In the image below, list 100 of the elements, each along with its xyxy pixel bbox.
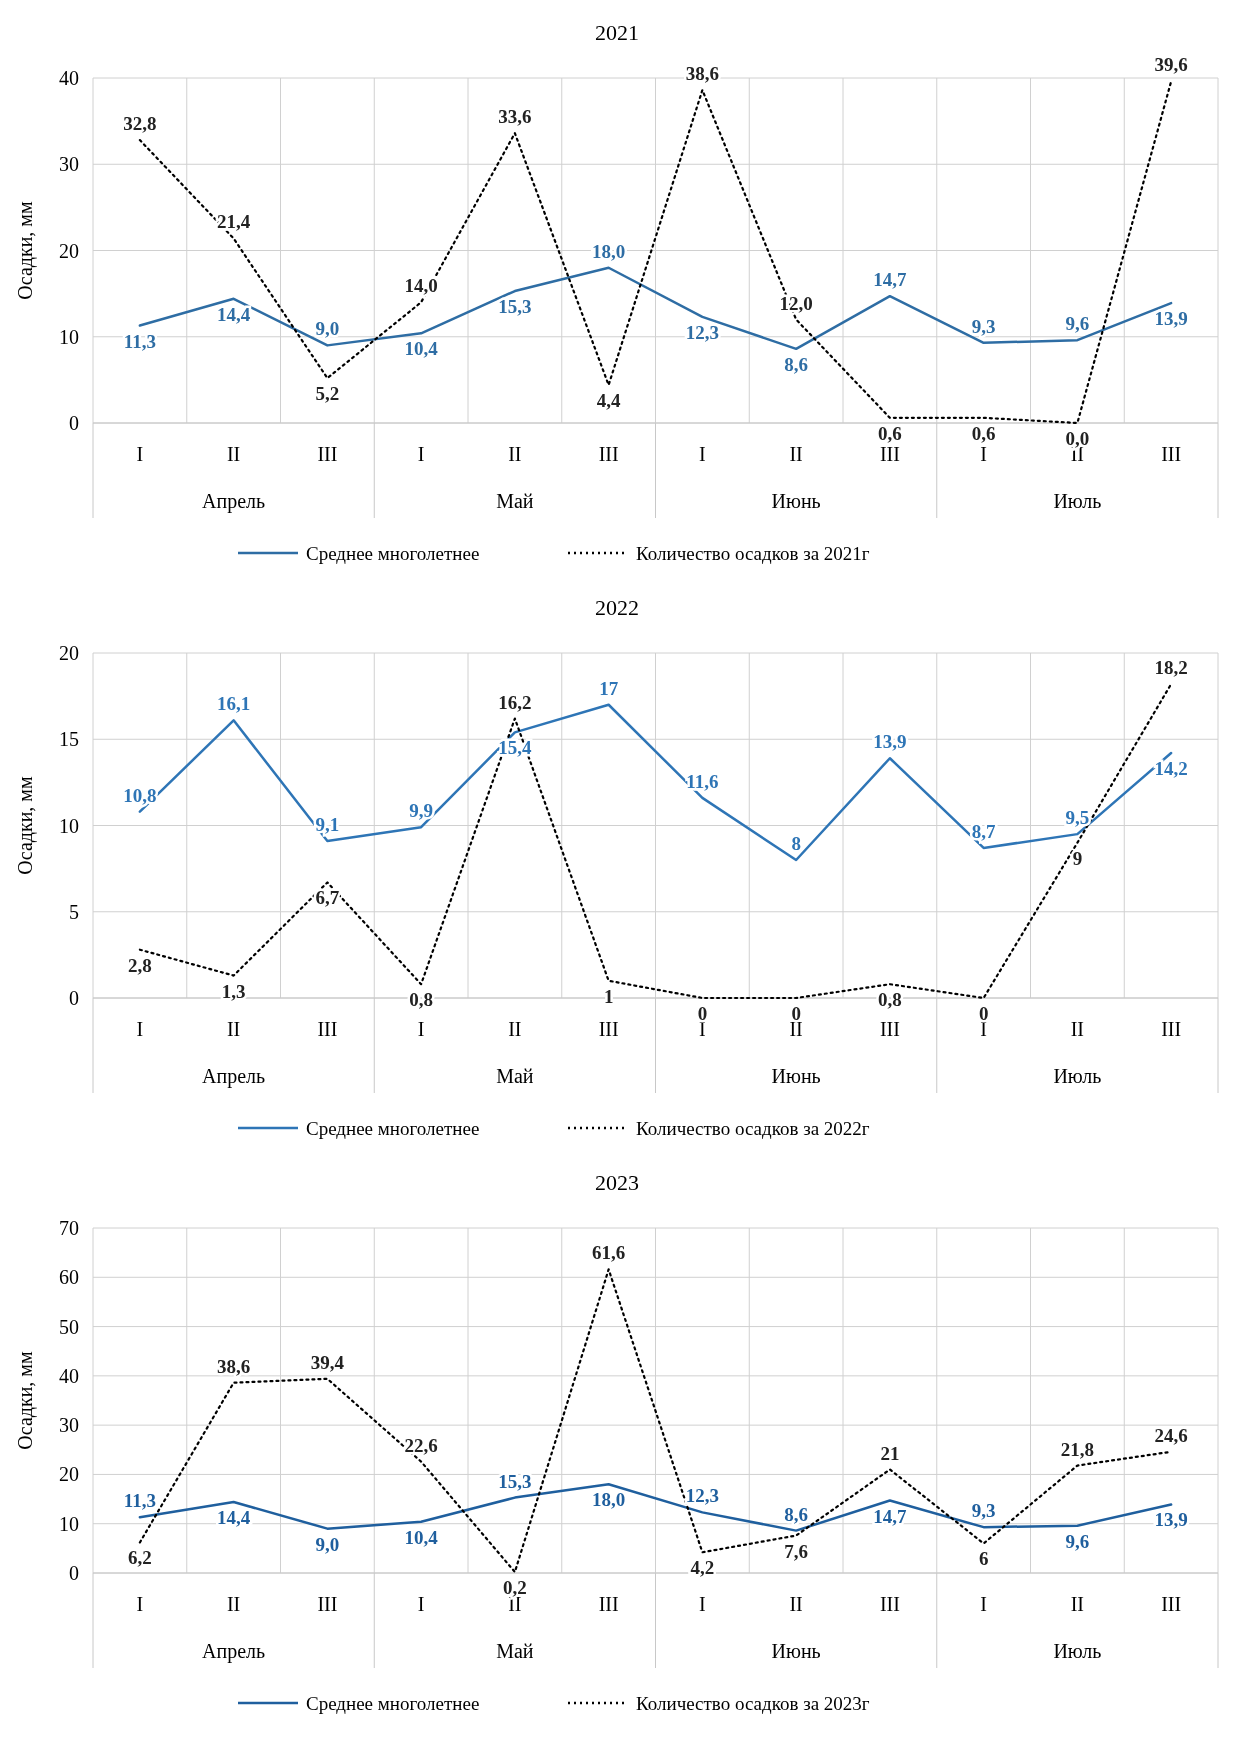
data-label: 10,4 bbox=[404, 1526, 439, 1548]
x-tick-label: I bbox=[136, 1018, 144, 1040]
data-label: 1 bbox=[603, 985, 614, 1007]
y-tick-label: 20 bbox=[59, 239, 79, 262]
data-label: 4,4 bbox=[596, 390, 621, 412]
x-tick-label: III bbox=[879, 1593, 900, 1615]
x-tick-label: III bbox=[317, 443, 338, 465]
data-label: 15,3 bbox=[498, 296, 532, 318]
data-label: 13,9 bbox=[1154, 1509, 1188, 1531]
data-label: 9 bbox=[1072, 847, 1083, 869]
legend-label: Среднее многолетнее bbox=[306, 1117, 480, 1139]
y-tick-label: 20 bbox=[59, 642, 79, 664]
x-tick-label: II bbox=[508, 443, 522, 465]
x-tick-label: III bbox=[879, 1018, 900, 1040]
data-label: 8,7 bbox=[971, 820, 996, 842]
data-label: 8 bbox=[791, 833, 801, 854]
data-label: 17 bbox=[599, 677, 619, 699]
data-label: 9,3 bbox=[971, 1500, 996, 1522]
data-label: 11,6 bbox=[686, 770, 719, 792]
data-label: 21,8 bbox=[1060, 1438, 1094, 1460]
x-tick-label: III bbox=[1161, 1018, 1182, 1040]
y-tick-label: 0 bbox=[69, 1562, 79, 1584]
y-tick-label: 60 bbox=[59, 1266, 79, 1289]
data-label: 9,3 bbox=[971, 315, 996, 337]
data-label: 9,6 bbox=[1065, 1530, 1090, 1552]
chart-title: 2023 bbox=[595, 1170, 639, 1195]
data-label: 14,4 bbox=[217, 1507, 251, 1529]
data-label: 21,4 bbox=[217, 211, 251, 233]
x-tick-label: III bbox=[1161, 1593, 1182, 1615]
x-tick-label: I bbox=[136, 443, 144, 465]
data-label: 10,8 bbox=[123, 784, 157, 806]
data-label: 13,9 bbox=[1154, 308, 1188, 330]
data-label: 61,6 bbox=[592, 1242, 626, 1264]
data-label: 18,0 bbox=[592, 240, 626, 262]
text: Июль bbox=[1053, 490, 1102, 512]
data-label: 15,3 bbox=[498, 1470, 532, 1492]
data-label: 14,7 bbox=[873, 1505, 907, 1527]
data-label: 18,2 bbox=[1154, 657, 1188, 679]
data-label: 16,2 bbox=[498, 691, 532, 713]
x-tick-label: III bbox=[879, 443, 900, 465]
data-label: 7,6 bbox=[784, 1540, 808, 1562]
data-label: 1,3 bbox=[221, 980, 246, 1002]
data-label: 9,0 bbox=[315, 1533, 340, 1555]
legend-label: Среднее многолетнее bbox=[306, 1692, 480, 1714]
x-tick-label: II bbox=[1070, 1593, 1085, 1615]
data-label: 9,6 bbox=[1065, 313, 1090, 335]
data-label: 5,2 bbox=[315, 383, 340, 405]
data-label: 16,1 bbox=[217, 693, 251, 715]
data-label: 14,2 bbox=[1154, 758, 1188, 780]
data-label: 9,0 bbox=[315, 318, 340, 340]
data-label: 32,8 bbox=[123, 113, 157, 135]
data-label: 11,3 bbox=[123, 1490, 156, 1512]
data-label: 14,0 bbox=[404, 275, 438, 297]
data-label: 22,6 bbox=[404, 1434, 438, 1456]
text: Май bbox=[496, 1065, 534, 1087]
x-tick-label: I bbox=[417, 1593, 425, 1615]
x-tick-label: III bbox=[317, 1018, 338, 1040]
data-label: 0,6 bbox=[971, 422, 996, 444]
x-tick-label: II bbox=[226, 1593, 241, 1615]
legend-label: Количество осадков за 2023г bbox=[636, 1692, 870, 1714]
chart-title: 2022 bbox=[595, 595, 639, 620]
x-tick-label: I bbox=[136, 1593, 144, 1615]
data-label: 0,6 bbox=[878, 422, 902, 444]
data-label: 38,6 bbox=[685, 63, 719, 85]
x-tick-label: I bbox=[417, 443, 425, 465]
text: Май bbox=[496, 1640, 534, 1662]
data-label: 0,8 bbox=[409, 989, 433, 1011]
x-tick-label: II bbox=[789, 1593, 803, 1615]
y-axis-title: Осадки, мм bbox=[14, 775, 37, 875]
data-label: 14,4 bbox=[217, 303, 251, 325]
y-tick-label: 50 bbox=[59, 1315, 79, 1338]
y-tick-label: 10 bbox=[59, 814, 79, 837]
text: Июль bbox=[1053, 1065, 1102, 1087]
y-tick-label: 0 bbox=[69, 987, 79, 1009]
y-tick-label: 40 bbox=[59, 1364, 79, 1387]
data-label: 8,6 bbox=[784, 1503, 808, 1525]
y-axis-title: Осадки, мм bbox=[14, 200, 37, 300]
text: Июль bbox=[1053, 1640, 1102, 1662]
data-label: 8,6 bbox=[784, 353, 808, 375]
legend-label: Среднее многолетнее bbox=[306, 542, 480, 564]
x-tick-label: II bbox=[1070, 1018, 1085, 1040]
text: Июнь bbox=[771, 1640, 821, 1662]
x-tick-label: I bbox=[980, 1593, 987, 1615]
data-label: 18,0 bbox=[592, 1489, 626, 1511]
data-label: 2,8 bbox=[128, 954, 152, 976]
text: Май bbox=[496, 490, 534, 512]
text: Июнь bbox=[771, 1065, 821, 1087]
x-tick-label: I bbox=[980, 443, 987, 465]
x-tick-label: III bbox=[598, 1593, 619, 1615]
data-label: 4,2 bbox=[690, 1557, 715, 1579]
x-tick-label: II bbox=[226, 443, 241, 465]
x-tick-label: III bbox=[1161, 443, 1182, 465]
y-tick-label: 10 bbox=[59, 325, 79, 348]
x-tick-label: II bbox=[226, 1018, 241, 1040]
x-tick-label: II bbox=[789, 443, 803, 465]
y-tick-label: 20 bbox=[59, 1463, 79, 1486]
data-label: 39,4 bbox=[310, 1351, 345, 1373]
data-label: 0,8 bbox=[878, 989, 902, 1011]
x-tick-label: III bbox=[317, 1593, 338, 1615]
text: Апрель bbox=[202, 1640, 266, 1663]
